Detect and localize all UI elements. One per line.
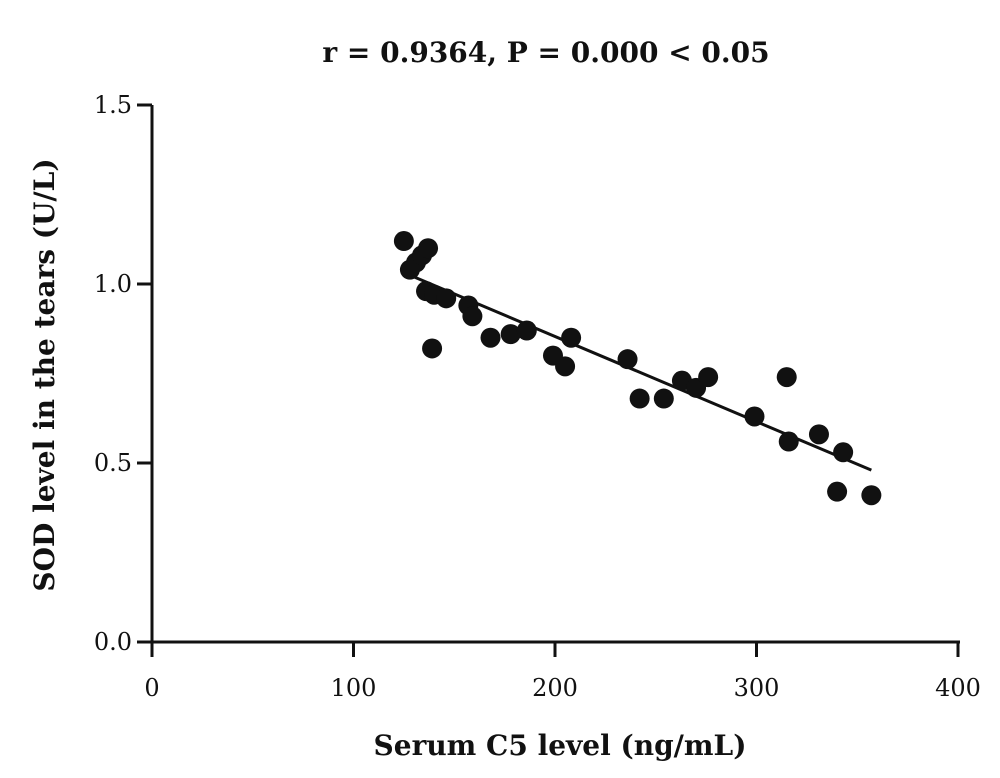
x-tick-label: 100 [331,674,377,702]
data-point [480,327,501,348]
ticks [137,103,960,657]
data-point [462,306,483,327]
x-tick-label: 300 [734,674,780,702]
y-tick-label: 0.0 [94,628,132,656]
data-point [436,288,457,309]
data-points [393,231,882,506]
x-tick-label: 0 [144,674,159,702]
x-tick-label: 400 [935,674,981,702]
data-point [861,485,882,506]
data-point [516,320,537,341]
data-point [500,324,521,345]
data-point [561,327,582,348]
regression-line [413,275,872,472]
data-point [418,238,439,259]
y-tick-label: 0.5 [94,449,132,477]
data-point [698,367,719,388]
data-point [555,356,576,377]
data-point [744,406,765,427]
data-point [776,367,797,388]
data-point [778,431,799,452]
y-tick-label: 1.5 [94,91,132,119]
chart-title: r = 0.9364, P = 0.000 < 0.05 [322,36,769,69]
data-point [617,349,638,370]
data-point [827,481,848,502]
axes [150,105,960,644]
data-point [653,388,674,409]
y-axis-label: SOD level in the tears (U/L) [28,158,61,591]
data-point [422,338,443,359]
data-point [629,388,650,409]
data-point [393,231,414,252]
y-tick-label: 1.0 [94,270,132,298]
x-axis-label: Serum C5 level (ng/mL) [374,729,747,762]
data-point [808,424,829,445]
tick-labels: 0 100 200 300 400 0.0 0.5 1.0 1.5 [94,91,981,702]
data-point [833,442,854,463]
x-tick-label: 200 [532,674,578,702]
